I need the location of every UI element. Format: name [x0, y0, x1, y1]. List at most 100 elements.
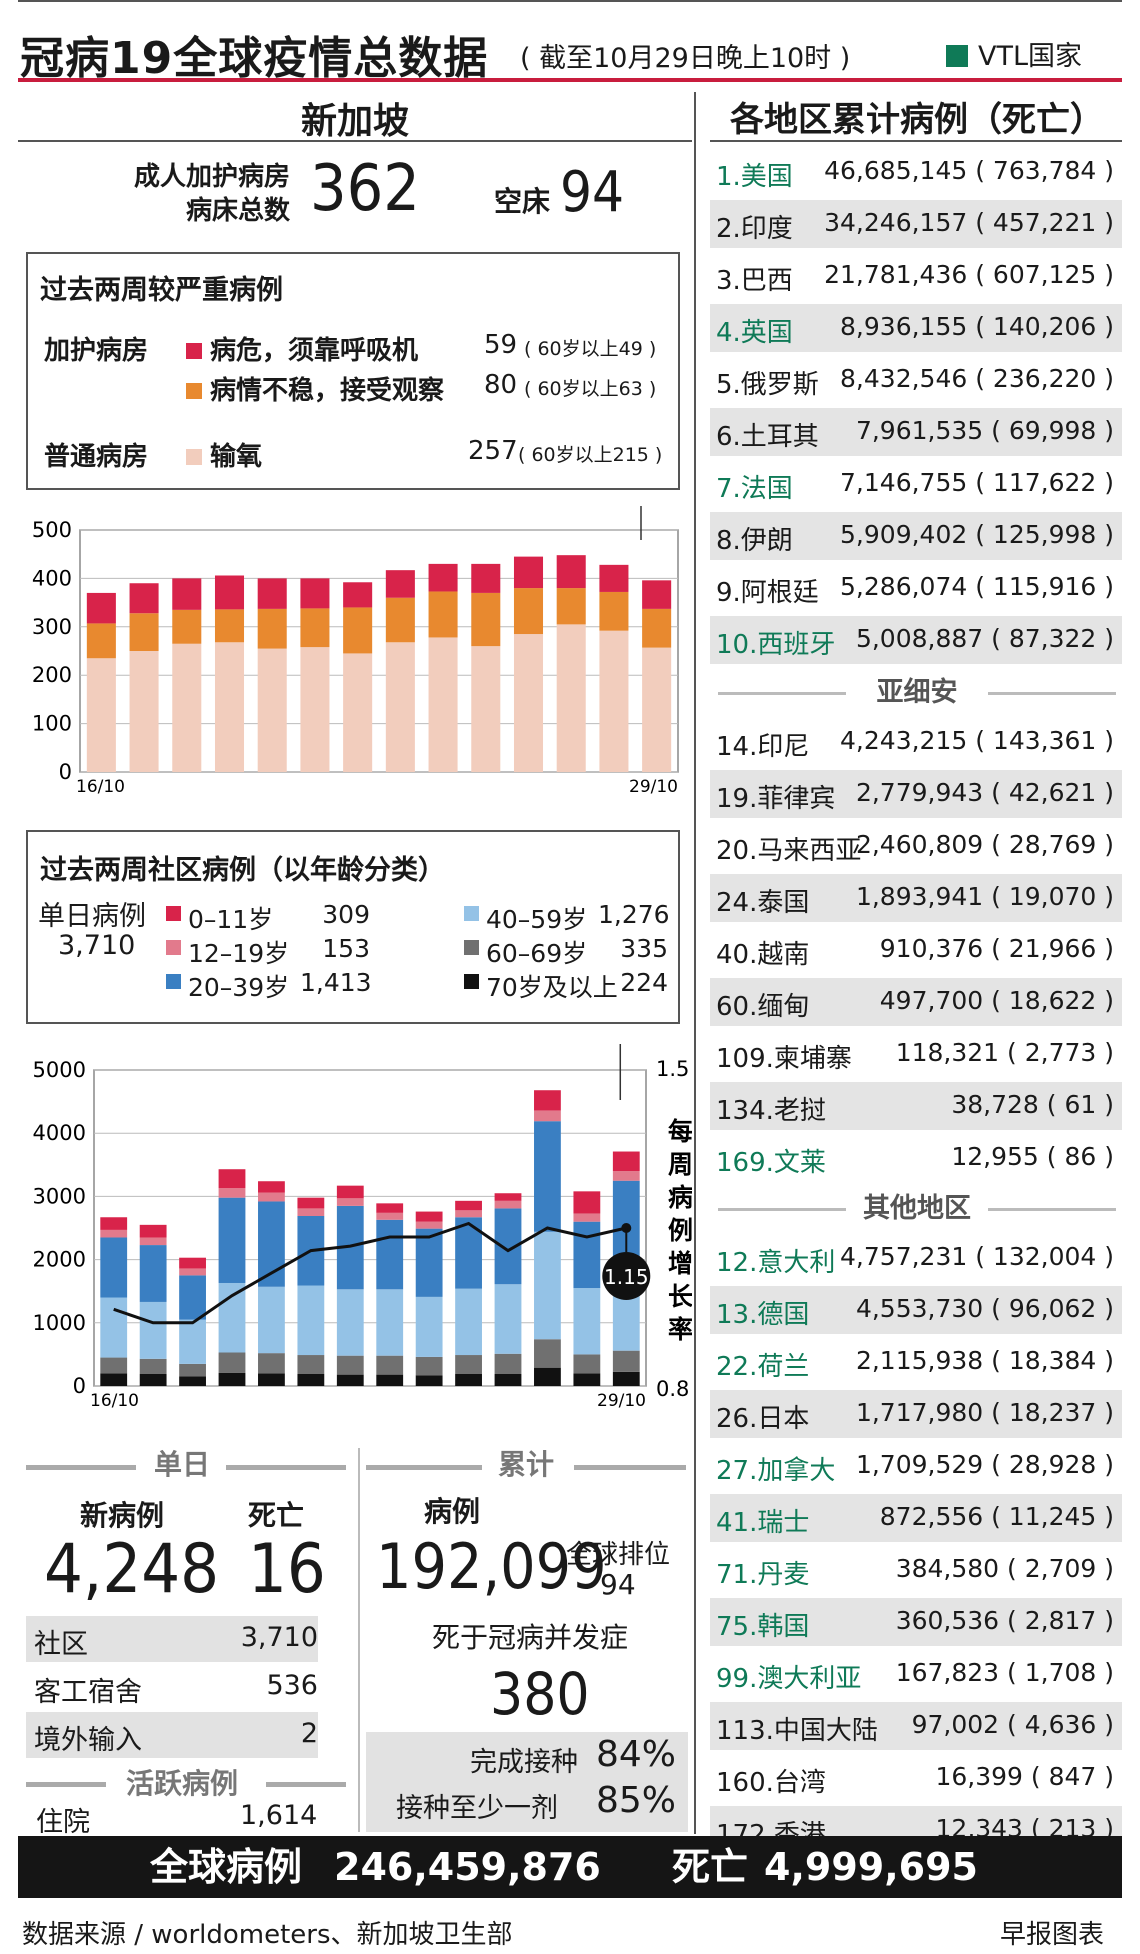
region-value: 2,460,809 ( 28,769 )	[855, 830, 1114, 859]
bar-segment	[218, 1188, 246, 1198]
bar-segment	[336, 1185, 364, 1199]
bar-segment	[415, 1228, 443, 1297]
global-cases-label: 全球病例	[150, 1845, 303, 1889]
x-start-label: 16/10	[90, 1391, 139, 1411]
deaths-label: 死亡	[248, 1499, 305, 1532]
region-value: 4,243,215 ( 143,361 )	[840, 726, 1114, 755]
region-name: 19.菲律宾	[716, 784, 836, 814]
bar-segment	[415, 1296, 443, 1357]
bar-segment	[139, 1301, 167, 1359]
icu-total: 362	[310, 152, 420, 226]
bar-segment	[100, 1297, 128, 1358]
bar-segment	[471, 563, 501, 593]
bar-segment	[385, 597, 415, 643]
global-deaths-label: 死亡	[672, 1845, 749, 1889]
regions-title: 各地区累计病例（死亡）	[730, 100, 1104, 140]
vaccination-panel: 完成接种 84% 接种至少一剂 85%	[366, 1732, 688, 1832]
bar-segment	[428, 591, 458, 638]
full-vax-label: 完成接种	[470, 1747, 578, 1778]
vtl-swatch	[946, 45, 968, 67]
bar-segment	[100, 1357, 128, 1374]
bar-segment	[376, 1355, 404, 1375]
y-tick-label: 0	[59, 760, 72, 784]
bar-segment	[534, 1121, 561, 1232]
bar-segment	[612, 1171, 640, 1181]
active-head-label: 活跃病例	[126, 1767, 239, 1800]
region-row: 3.巴西 21,781,436 ( 607,125 )	[710, 252, 1122, 300]
region-value: 5,008,887 ( 87,322 )	[855, 624, 1114, 653]
complication-deaths-value: 380	[490, 1660, 590, 1728]
growth-rate-value: 1.15	[604, 1265, 649, 1289]
age-value: 224	[620, 968, 668, 997]
bar-segment	[100, 1217, 128, 1230]
region-name: 7.法国	[716, 474, 793, 504]
singapore-rule	[18, 140, 692, 142]
region-value: 34,246,157 ( 457,221 )	[824, 208, 1114, 237]
global-cases-value: 246,459,876	[334, 1845, 601, 1889]
cumulative-cases-value: 192,099	[376, 1530, 607, 1603]
daily-head-rule-right	[226, 1465, 346, 1470]
cumulative-cases-label: 病例	[424, 1495, 481, 1528]
legend-critical: 病危，须靠呼吸机	[186, 330, 418, 367]
region-value: 5,909,402 ( 125,998 )	[840, 520, 1114, 549]
other-head-rule-left	[718, 1208, 846, 1211]
bar-segment	[471, 592, 501, 647]
deaths-value: 16	[248, 1530, 326, 1609]
active-head-rule-left	[26, 1782, 106, 1787]
bar-segment	[258, 1181, 285, 1193]
bar-segment	[258, 1373, 285, 1386]
region-name: 169.文莱	[716, 1148, 826, 1178]
icu-label-line2: 病床总数	[185, 196, 290, 226]
y-tick-label: 5000	[33, 1058, 86, 1082]
asean-head-rule-left	[718, 692, 846, 695]
y-tick-label: 200	[32, 663, 72, 687]
region-value: 16,399 ( 847 )	[935, 1762, 1114, 1791]
bar-segment	[297, 1208, 325, 1216]
region-row: 4.英国 8,936,155 ( 140,206 )	[710, 304, 1122, 352]
data-source: 数据来源 / worldometers、新加坡卫生部	[22, 1920, 513, 1950]
region-value: 2,779,943 ( 42,621 )	[855, 778, 1114, 807]
bar-segment	[258, 1353, 285, 1374]
region-row: 26.日本 1,717,980 ( 18,237 )	[710, 1390, 1122, 1438]
region-name: 2.印度	[716, 214, 793, 244]
icu-label: 成人加护病房 病床总数	[100, 160, 290, 228]
age-swatch	[166, 974, 181, 989]
bar-segment	[139, 1237, 167, 1246]
critical-note: ( 60岁以上49 )	[524, 338, 657, 360]
region-row: 99.澳大利亚 167,823 ( 1,708 )	[710, 1650, 1122, 1698]
bar-segment	[100, 1229, 128, 1238]
y-tick-label: 300	[32, 615, 72, 639]
region-name: 27.加拿大	[716, 1456, 836, 1486]
region-value: 21,781,436 ( 607,125 )	[824, 260, 1114, 289]
age-value: 309	[322, 900, 370, 929]
unstable-label: 病情不稳，接受观察	[210, 376, 445, 406]
y2-tick-label: 1.5	[656, 1057, 689, 1081]
header-divider	[18, 78, 1122, 82]
age-legend: 0–11岁 309 12–19岁 153 20–39岁 1,413 40–59岁 1,276 6…	[28, 832, 678, 1022]
bar-segment	[257, 608, 287, 649]
region-row: 71.丹麦 384,580 ( 2,709 )	[710, 1546, 1122, 1594]
region-value: 167,823 ( 1,708 )	[895, 1658, 1114, 1687]
daily-cases-label: 单日病例	[38, 901, 146, 932]
complication-label: 死于冠病并发症	[432, 1621, 629, 1654]
community-cases-chart: 0 1000 2000 3000 4000 5000 16/10 29/10 1.15 1.5 0.…	[33, 1044, 692, 1411]
age-label: 60–69岁	[486, 939, 588, 968]
region-row: 14.印尼 4,243,215 ( 143,361 )	[710, 718, 1122, 766]
bar-segment	[300, 608, 330, 648]
bar-segment	[297, 1197, 325, 1209]
oxygen-swatch	[186, 449, 202, 465]
bar-segment	[428, 563, 458, 592]
region-name: 109.柬埔寨	[716, 1044, 852, 1074]
region-row: 7.法国 7,146,755 ( 117,622 )	[710, 460, 1122, 508]
ward-group-label: 普通病房	[44, 442, 149, 472]
bar-segment	[455, 1355, 482, 1374]
region-row: 109.柬埔寨 118,321 ( 2,773 )	[710, 1030, 1122, 1078]
region-name: 8.伊朗	[716, 526, 793, 556]
bar-segment	[455, 1373, 482, 1386]
age-label: 0–11岁	[188, 905, 274, 934]
region-name: 160.台湾	[716, 1768, 826, 1798]
bar-segment	[297, 1285, 325, 1356]
bar-segment	[385, 570, 415, 598]
region-row: 13.德国 4,553,730 ( 96,062 )	[710, 1286, 1122, 1334]
column-divider	[694, 92, 696, 1834]
